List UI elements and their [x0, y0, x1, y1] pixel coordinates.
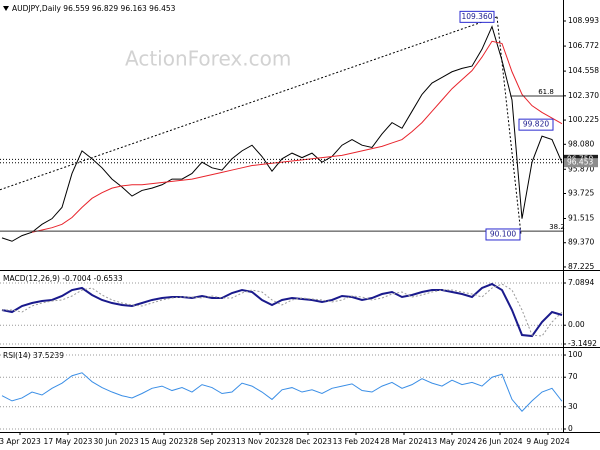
fib-label: 61.8: [538, 88, 554, 96]
x-tick-label: 30 Jun 2023: [93, 437, 138, 446]
y-tick-label: 98.080: [568, 139, 594, 148]
series-line: [31, 40, 563, 233]
x-tick-label: 13 Nov 2023: [236, 437, 284, 446]
series-line: [1, 282, 563, 338]
y-tick-label: 0: [568, 424, 573, 433]
title-arrow: [3, 6, 9, 11]
price-box: [564, 158, 598, 168]
x-tick-label: 15 Aug 2023: [140, 437, 188, 446]
marker-box: [518, 118, 554, 131]
price-box-label: 96.453: [567, 158, 593, 167]
y-tick-label: 108.993: [568, 16, 599, 25]
x-tick-label: 13 May 2024: [428, 437, 477, 446]
marker-box: [485, 228, 521, 241]
y-tick-label: -3.1492: [568, 339, 597, 348]
fib-label: 38.2: [549, 223, 565, 231]
marker-label: 90.100: [490, 229, 516, 238]
y-tick-label: 102.370: [568, 91, 599, 100]
y-tick-label: 95.870: [568, 164, 594, 173]
y-tick-label: 89.370: [568, 238, 594, 247]
macd-title: MACD(12,26,9) -0.7004 -0.6533: [3, 274, 123, 283]
series-line: [1, 25, 563, 242]
y-tick-label: 70: [568, 372, 578, 381]
x-tick-label: 28 Dec 2023: [284, 437, 332, 446]
y-tick-label: 30: [568, 402, 578, 411]
chart-title: AUDJPY,Daily 96.559 96.829 96.163 96.453: [12, 4, 176, 13]
y-tick-label: 106.772: [568, 41, 599, 50]
y-tick-label: 104.558: [568, 66, 599, 75]
x-tick-label: 17 May 2023: [44, 437, 93, 446]
x-tick-label: 3 Apr 2023: [0, 437, 41, 446]
y-tick-label: 100.225: [568, 115, 599, 124]
marker-box: [459, 10, 495, 23]
y-tick-label: 91.515: [568, 213, 594, 222]
trendline: [496, 16, 522, 235]
y-tick-label: 93.725: [568, 189, 594, 198]
x-tick-label: 28 Sep 2023: [188, 437, 236, 446]
series-line: [1, 372, 563, 412]
marker-label: 109.360: [461, 12, 492, 21]
x-tick-label: 9 Aug 2024: [526, 437, 569, 446]
x-tick-label: 13 Feb 2024: [333, 437, 380, 446]
y-tick-label: 100: [568, 350, 583, 359]
y-tick-label: 7.0894: [568, 278, 594, 287]
series-line: [2, 283, 563, 337]
x-tick-label: 26 Jun 2024: [477, 437, 522, 446]
marker-label: 99.820: [523, 120, 549, 129]
y-tick-label: 0.00: [568, 320, 585, 329]
y-tick-label: 87.225: [568, 262, 594, 271]
x-tick-label: 28 Mar 2024: [380, 437, 428, 446]
watermark: ActionForex.com: [125, 47, 291, 71]
